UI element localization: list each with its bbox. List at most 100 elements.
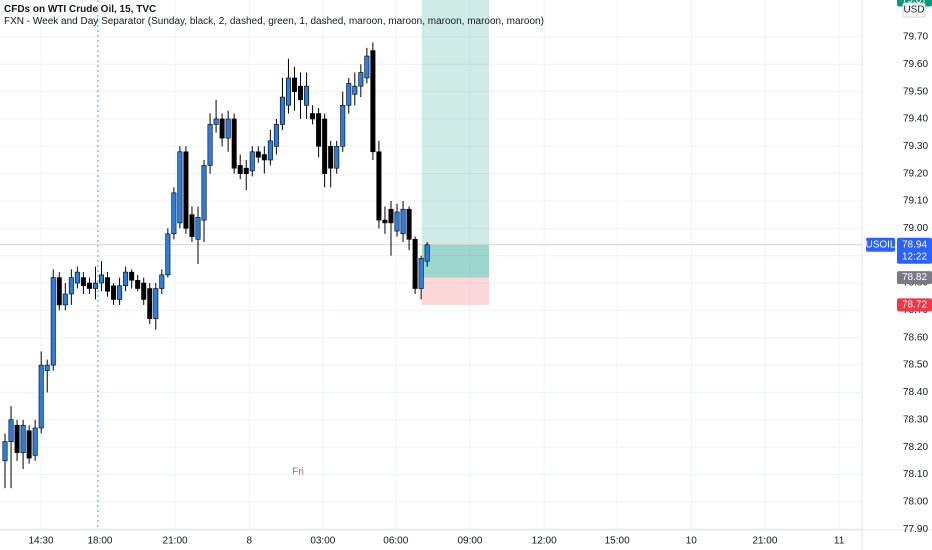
candle-body [92,282,98,289]
x-tick-label: 10 [686,536,698,547]
candle-body [183,151,189,229]
candle-body [14,424,20,453]
candle-body [123,271,129,287]
candle-body [135,280,141,289]
entry-label: 78.82 [902,272,927,283]
last-price-box [897,237,932,264]
x-tick-label: 21:00 [163,536,188,547]
candle-body [279,96,285,125]
y-tick-label: 78.00 [903,496,928,507]
candle-body [225,118,231,139]
x-tick-label: 09:00 [457,536,482,547]
candle-body [177,151,183,224]
candle-body [99,274,105,284]
x-tick-label: 03:00 [310,536,335,547]
candle-body [171,192,177,235]
candle-body [80,277,86,287]
candle-body [322,118,328,174]
candle-body [267,140,273,161]
y-tick-label: 79.10 [903,196,928,207]
countdown: 12:22 [902,251,927,262]
stop-zone [422,277,489,305]
candle-body [376,151,382,221]
candle-body [32,427,38,456]
candle-body [328,146,334,169]
candle-body [74,271,80,284]
x-tick-label: 14:30 [28,536,53,547]
candle-body [117,285,123,300]
candle-body [304,85,310,106]
candle-body [273,124,279,147]
chart-title: CFDs on WTI Crude Oil, 15, TVC [4,4,156,15]
candle-body [219,118,225,139]
candle-body [213,118,219,125]
candle-body [424,244,430,262]
candle-body [26,430,32,459]
candle-body [111,285,117,300]
candle-body [68,277,74,295]
currency-label: USD [903,5,924,16]
candle-body [153,288,159,319]
currency-box [902,2,926,18]
candle-body [316,113,322,147]
target-zone [422,0,489,278]
candle-body [394,211,400,232]
y-tick-label: 79.20 [903,168,928,179]
candle-body [364,55,370,79]
x-tick-label: 06:00 [383,536,408,547]
candle-body [207,124,213,166]
candle-body [406,208,412,240]
stop-label-box [897,298,932,312]
candle-body [231,118,237,169]
symbol-label: USOIL [865,239,895,250]
candle-body [412,238,418,289]
candle-body [2,441,8,462]
candle-body [388,208,394,224]
candle-body [370,50,376,153]
candle-body [358,72,364,87]
y-tick-label: 79.50 [903,86,928,97]
profit-fill [422,244,489,278]
candle-body [382,219,388,224]
candle-body [129,271,135,281]
candle-body [255,151,261,158]
candle-body [291,77,297,92]
x-tick-label: 11 [834,536,845,547]
day-label: Fri [292,467,304,478]
y-tick-label: 78.20 [903,442,928,453]
x-tick-label: 15:00 [605,536,630,547]
candle-body [56,277,62,306]
candle-body [334,146,340,169]
y-tick-label: 79.60 [903,59,928,70]
y-tick-label: 78.30 [903,414,928,425]
candle-body [147,288,153,319]
last-price-label: 78.94 [902,239,927,250]
candle-body [189,214,195,237]
candle-body [38,364,44,429]
candle-body [105,277,111,292]
plot-area [0,0,862,530]
y-tick-label: 78.60 [903,332,928,343]
y-tick-label: 79.30 [903,141,928,152]
candle-body [400,208,406,235]
candle-body [352,85,358,95]
candle-body [195,217,201,240]
y-tick-label: 79.70 [903,32,928,43]
candle-body [237,165,243,174]
candle-body [285,77,291,106]
x-tick-label: 8 [246,536,252,547]
x-tick-label: 21:00 [752,536,777,547]
candle-body [20,424,26,453]
stop-label: 78.72 [902,300,927,311]
candle-body [159,274,165,289]
y-tick-label: 78.40 [903,387,928,398]
candle-body [243,167,249,174]
candle-body [346,83,352,106]
symbol-box [866,237,895,252]
y-tick-label: 77.90 [903,524,928,535]
y-tick-label: 78.50 [903,360,928,371]
candle-body [141,282,147,300]
candle-body [249,151,255,172]
candle-body [8,419,14,442]
